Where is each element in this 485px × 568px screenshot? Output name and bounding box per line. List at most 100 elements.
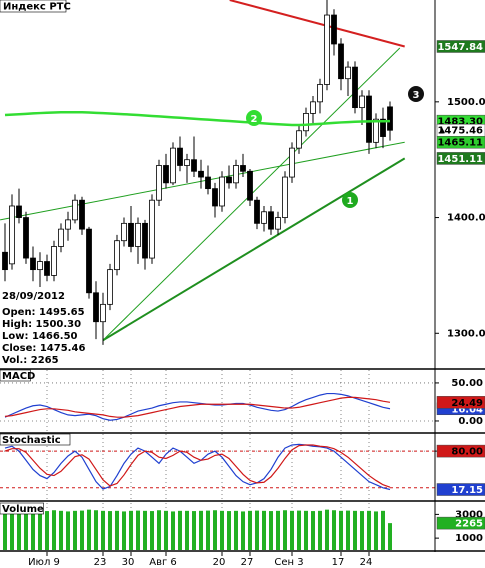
candle-body [191,159,197,172]
candle-body [142,222,148,259]
candle-body [100,303,106,323]
bar [276,510,280,550]
value-box-label: 17.15 [451,485,483,496]
x-tick-label: 27 [241,557,254,568]
candle-body [44,261,50,276]
panel-title-box [0,433,71,446]
marker-circle [342,192,358,208]
candle-body [338,43,344,80]
bar [199,510,203,550]
candle-body [205,176,211,190]
value-box [436,444,485,458]
bar [178,510,182,550]
bar [213,510,217,550]
value-box-label: 1451.11 [437,154,483,165]
candle-body [163,165,169,184]
candle-body [345,66,351,80]
series-line [4,392,391,421]
bar [248,510,252,550]
candle-body [373,118,379,143]
trend-line [0,141,405,221]
series-line [4,396,391,418]
candle-body [198,170,204,178]
bar [206,510,210,550]
candle-body [79,199,85,230]
info-line: Low: 1466.50 [2,331,78,342]
value-box [436,123,485,137]
value-box-label: 80.00 [451,447,483,458]
value-box-label: 1465.11 [437,138,483,149]
candle-body [156,165,162,201]
candle-body [114,240,120,271]
candle-body [261,211,267,224]
info-date: 28/09/2012 [2,291,65,302]
bar [129,510,133,550]
candle-body [121,222,127,242]
marker-label: 1 [347,196,354,207]
candle-body [282,176,288,218]
x-tick-label: Сен 3 [274,557,303,568]
chart-title: Индекс РТС [3,2,71,13]
value-box-label: 24.49 [451,398,483,409]
candle-body [149,199,155,259]
bar [66,511,70,550]
bar [346,510,350,550]
info-line: High: 1500.30 [2,319,81,330]
markers: 1 2 3 [246,86,424,208]
bar [381,510,385,550]
bar [45,511,49,550]
value-box [436,152,485,165]
bar [52,510,56,550]
axis-area [435,0,485,552]
value-box-label: 16.04 [451,404,483,415]
candle-body [289,147,295,178]
candle-body [51,246,57,276]
bar [108,511,112,550]
y-tick-label: 0.00 [458,416,483,427]
info-line: Close: 1475.46 [2,343,85,354]
bar [136,510,140,550]
candle-body [177,147,183,166]
bar [17,510,21,550]
candle-body [366,95,372,143]
panel-title-box [0,502,44,515]
value-box [436,396,485,409]
bar [150,511,154,550]
panel-title-box [0,369,31,382]
marker-label: 3 [413,90,420,101]
bar [241,511,245,550]
bar [325,509,329,550]
bar [157,510,161,550]
bar [3,510,7,550]
candle-body [380,118,386,137]
candle-body [170,147,176,184]
bar [143,510,147,550]
candle-body [93,292,99,323]
x-tick-label: Авг 6 [149,557,177,568]
panel-title: Volume [2,504,44,515]
value-box-label: 2265 [455,519,483,530]
candle-body [317,84,323,103]
bar [101,510,105,550]
y-tick-label: 1400.00 [447,213,485,224]
bar [220,510,224,550]
bar [171,511,175,550]
bar [38,510,42,550]
trend-line [229,0,405,48]
candle-body [310,101,316,114]
bar [255,510,259,550]
candle-body [303,113,309,132]
y-tick-label: 1300.00 [447,328,485,339]
bar [367,510,371,550]
info-line: Open: 1495.65 [2,307,85,318]
value-box [436,483,485,496]
candle-body [23,217,29,259]
x-tick-label: 30 [122,557,135,568]
trend-line [102,157,406,342]
title-bg [0,0,67,13]
x-tick-label: 20 [213,557,226,568]
last-price-arrow [439,127,445,134]
